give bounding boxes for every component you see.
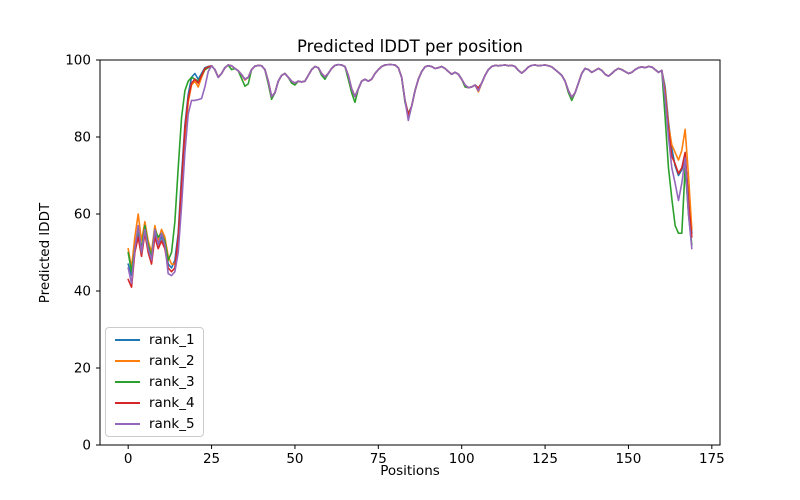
- x-tick-label: 0: [124, 451, 133, 467]
- legend-item: rank_4: [115, 394, 203, 412]
- x-tick-label: 25: [203, 451, 220, 467]
- legend-label: rank_3: [149, 374, 195, 390]
- y-tick-label: 100: [65, 53, 91, 69]
- legend-label: rank_1: [149, 332, 195, 348]
- series-line-rank_4: [127, 63, 693, 288]
- legend-item: rank_1: [115, 331, 203, 349]
- legend-swatch-rank-1-line-icon: [115, 339, 140, 341]
- legend: rank_1 rank_2 rank_3 rank_4 rank_5: [105, 327, 204, 437]
- series-line-rank_1: [127, 63, 693, 277]
- x-tick-label: 175: [699, 451, 725, 467]
- x-tick-label: 100: [449, 451, 475, 467]
- series-line-rank_5: [127, 63, 693, 285]
- legend-swatch-rank-4-line-icon: [115, 402, 140, 404]
- legend-item: rank_5: [115, 415, 203, 433]
- x-tick-label: 50: [286, 451, 303, 467]
- series-line-rank_2: [127, 63, 693, 269]
- legend-label: rank_2: [149, 353, 195, 369]
- chart-title: Predicted lDDT per position: [296, 37, 524, 56]
- x-tick-label: 75: [370, 451, 387, 467]
- x-tick-label: 150: [616, 451, 642, 467]
- legend-swatch-rank-3-line-icon: [115, 381, 140, 383]
- legend-label: rank_5: [149, 416, 195, 432]
- axes-spines: [99, 59, 721, 446]
- series-line-rank_3: [127, 63, 693, 273]
- y-axis-label: Predicted lDDT: [37, 202, 53, 304]
- y-tick-label: 40: [74, 284, 91, 300]
- legend-item: rank_2: [115, 352, 203, 370]
- y-tick-label: 20: [74, 361, 91, 377]
- y-tick-label: 0: [82, 438, 91, 454]
- legend-label: rank_4: [149, 395, 195, 411]
- y-tick-label: 60: [74, 207, 91, 223]
- y-tick-label: 80: [74, 130, 91, 146]
- legend-swatch-rank-5-line-icon: [115, 423, 140, 425]
- x-tick-label: 125: [532, 451, 558, 467]
- legend-swatch-rank-2-line-icon: [115, 360, 140, 362]
- legend-item: rank_3: [115, 373, 203, 391]
- x-axis-label: Positions: [380, 463, 440, 479]
